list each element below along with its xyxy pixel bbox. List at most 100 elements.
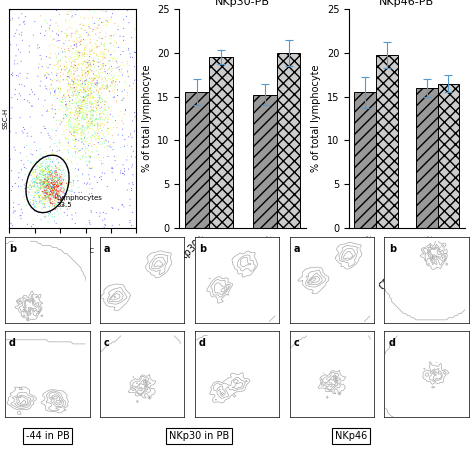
Point — [47, 175, 55, 182]
Point — [88, 101, 95, 109]
Point — [36, 164, 44, 171]
Point — [55, 188, 63, 196]
Point — [50, 184, 58, 191]
Point — [78, 60, 86, 68]
Point — [48, 191, 56, 199]
Point — [76, 155, 84, 163]
Point — [68, 179, 75, 186]
Point — [51, 50, 59, 57]
Point — [88, 112, 96, 119]
Point — [93, 91, 101, 98]
Point — [52, 151, 60, 159]
Point — [19, 188, 27, 195]
Point — [54, 183, 61, 191]
Point — [54, 123, 61, 131]
Point — [59, 194, 66, 201]
Point — [81, 50, 89, 58]
Point — [80, 115, 88, 123]
Point — [69, 85, 76, 93]
Point — [83, 77, 91, 85]
Point — [49, 184, 57, 191]
Point — [38, 171, 46, 179]
Point — [44, 178, 51, 186]
Point — [72, 209, 80, 217]
Point — [55, 165, 63, 173]
Point — [70, 182, 77, 190]
Point — [110, 31, 118, 39]
Point — [58, 209, 65, 217]
Point — [36, 179, 43, 186]
Point — [82, 113, 90, 121]
Point — [37, 184, 45, 191]
Point — [109, 132, 116, 139]
Point — [46, 191, 54, 199]
Point — [77, 105, 84, 112]
Point — [45, 108, 53, 116]
Point — [82, 133, 90, 140]
Point — [42, 177, 49, 185]
Point — [43, 188, 50, 196]
Point — [49, 189, 57, 196]
Point — [57, 201, 65, 208]
Point — [59, 66, 67, 73]
Point — [91, 74, 99, 82]
Point — [54, 94, 61, 102]
Point — [56, 179, 64, 187]
Point — [55, 58, 62, 65]
Point — [31, 178, 38, 186]
Point — [25, 172, 33, 180]
Point — [41, 198, 48, 205]
Point — [96, 29, 104, 36]
Point — [91, 130, 99, 137]
Point — [55, 192, 63, 200]
Point — [85, 79, 92, 86]
Point — [23, 164, 30, 172]
Point — [87, 25, 94, 32]
Point — [60, 48, 68, 55]
Point — [40, 184, 47, 192]
Point — [44, 189, 51, 196]
Point — [100, 81, 108, 89]
Point — [73, 84, 81, 92]
Point — [129, 161, 137, 169]
Point — [109, 124, 117, 131]
Point — [54, 180, 61, 187]
Point — [17, 211, 25, 219]
Point — [46, 210, 54, 218]
Point — [50, 179, 57, 186]
Point — [119, 58, 127, 66]
Point — [125, 133, 133, 141]
Point — [52, 194, 59, 202]
Point — [56, 197, 64, 204]
Point — [64, 87, 71, 95]
Point — [82, 58, 89, 66]
Point — [33, 208, 41, 215]
Point — [113, 59, 121, 67]
Point — [94, 80, 101, 87]
Point — [75, 52, 82, 59]
Point — [51, 173, 58, 180]
Point — [37, 177, 45, 184]
Point — [67, 110, 74, 118]
Point — [51, 190, 59, 198]
Point — [92, 101, 100, 109]
Point — [49, 193, 57, 201]
Point — [100, 124, 107, 131]
Point — [28, 183, 36, 191]
Point — [34, 162, 42, 170]
Point — [44, 162, 52, 170]
Point — [78, 66, 86, 74]
Point — [96, 95, 103, 103]
Point — [128, 0, 136, 5]
Point — [71, 139, 78, 147]
Point — [70, 124, 78, 132]
Point — [83, 138, 91, 146]
Point — [70, 14, 77, 21]
Point — [99, 96, 106, 103]
Point — [67, 68, 75, 76]
Point — [114, 120, 122, 128]
Point — [50, 62, 58, 69]
Point — [41, 82, 49, 90]
Point — [86, 48, 94, 55]
Point — [100, 85, 108, 92]
